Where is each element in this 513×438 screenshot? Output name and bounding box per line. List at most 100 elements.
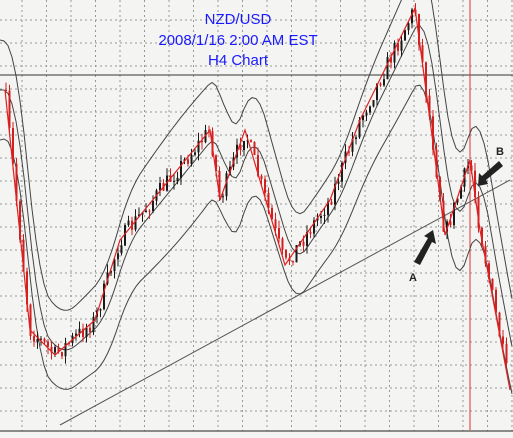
band-line [0,84,513,395]
candle-body [393,43,396,63]
candle-body [15,163,18,202]
candle-body [82,328,84,338]
candle-body [355,137,357,139]
candle-body [40,338,42,340]
candle-body [110,271,112,273]
candle-body [124,225,126,246]
candle-body [264,179,266,193]
arrow-b [478,161,503,186]
candle-body [442,200,445,232]
candle-body [54,347,56,353]
candle-body [22,239,25,272]
candle-body [120,245,123,254]
candle-body [323,214,326,216]
candle-body [488,263,490,279]
candle-body [64,343,67,357]
band-line [0,0,513,311]
candle-body [460,186,462,199]
candle-body [138,214,140,217]
candle-body [411,9,413,24]
candle-body [383,79,385,86]
timeframe: H4 Chart [208,52,269,69]
candle-body [113,259,116,272]
candle-body [285,249,287,258]
candle-body [320,215,322,218]
candle-body [197,140,200,153]
candle-body [190,154,193,164]
candle-body [372,100,375,107]
candle-body [446,221,448,232]
candle-body [278,228,280,239]
timestamp: 2008/1/16 2:00 AM EST [158,32,317,49]
candle-body [400,40,403,51]
candle-body [498,312,501,337]
label-b: B [496,146,504,158]
candle-body [505,343,508,364]
label-a: A [409,272,417,284]
candle-body [491,278,494,290]
candle-body [75,333,77,336]
candle-body [194,152,196,155]
candle-body [253,141,256,156]
candle-body [222,196,224,198]
candle-body [334,183,336,205]
candle-body [61,352,63,357]
candle-body [148,210,151,212]
candle-body [218,171,221,197]
candle-body [117,253,119,260]
candle-body [390,57,392,63]
band-line [0,25,513,351]
candle-body [8,90,11,128]
candle-body [250,140,252,142]
candle-body [225,173,228,197]
candle-body [365,112,368,116]
candle-body [12,127,14,164]
candle-body [5,90,7,91]
candle-body [309,232,312,234]
candle-body [421,45,424,63]
candle-body [358,120,361,138]
candle-body [183,159,186,161]
candle-body [176,177,179,181]
candle-body [432,116,434,150]
candle-body [348,151,350,153]
candle-body [180,160,182,178]
candle-body [341,162,343,182]
candle-body [281,238,284,250]
candle-body [418,14,420,46]
candle-body [435,149,438,178]
candle-body [481,227,483,247]
candle-body [330,201,333,205]
candle-body [425,62,427,96]
candle-body [453,202,455,226]
candle-body [103,283,105,310]
candle-body [201,140,203,143]
candle-body [456,198,459,203]
candle-body [99,309,102,311]
candle-body [89,327,91,333]
candle-body [404,30,406,41]
candle-body [327,201,329,215]
candle-body [29,304,32,337]
candle-body [295,245,298,263]
candle-body [215,155,217,172]
candle-body [386,57,389,80]
candle-body [173,180,175,182]
candle-body [292,261,294,263]
candle-body [85,327,88,338]
candle-body [50,346,53,353]
candle-body [502,336,504,344]
candle-body [449,221,452,226]
candle-body [407,23,410,31]
trend-line [59,179,511,426]
candle-body [376,83,378,101]
candle-body [187,159,189,164]
candle-body [351,138,354,152]
candle-body [397,43,399,51]
candle-body [428,95,431,117]
candle-body [260,175,263,180]
candle-body [484,246,487,264]
candle-body [239,144,242,151]
